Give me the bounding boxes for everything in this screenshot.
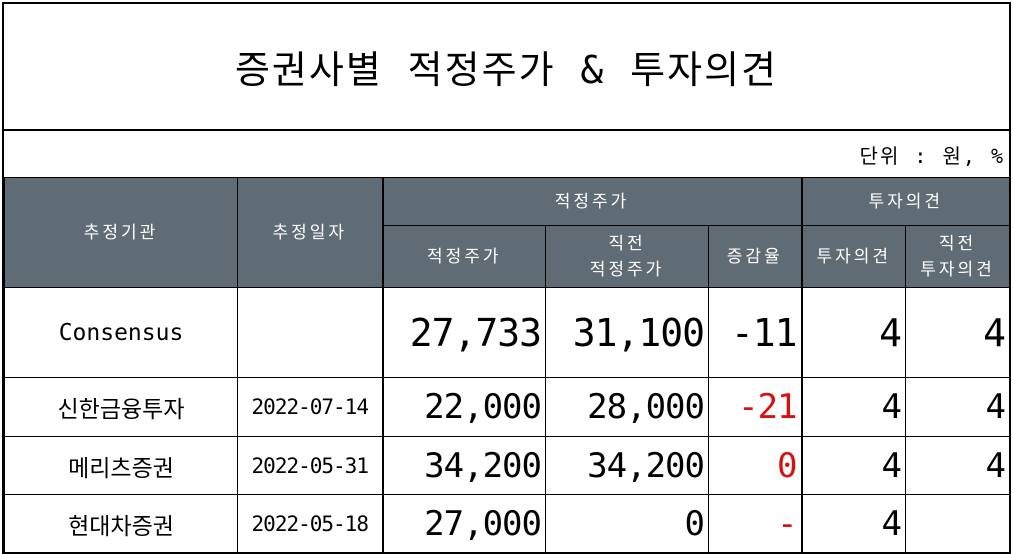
cell-change-rate: -11 [707,287,803,378]
cell-target-price: 22,000 [381,377,546,437]
cell-opinion: 4 [800,436,907,495]
cell-opinion: 4 [800,287,907,378]
cell-change-rate: - [707,494,803,553]
header-prev-opinion-line1: 직전 [938,233,977,254]
header-prev-target-line2: 적정주가 [589,259,665,280]
cell-prev-target-price: 0 [545,494,709,553]
header-target-price: 적정주가 [381,225,546,288]
header-change-rate: 증감율 [707,225,803,288]
cell-opinion: 4 [800,494,907,553]
cell-prev-opinion: 4 [905,377,1011,437]
table-row-consensus: Consensus 27,733 31,100 -11 4 4 [4,287,1011,378]
header-date: 추정일자 [237,177,383,288]
header-prev-target-line1: 직전 [608,233,646,254]
cell-opinion: 4 [800,377,907,437]
cell-change-rate: -21 [707,377,803,437]
table-row: 신한금융투자 2022-07-14 22,000 28,000 -21 4 4 [4,377,1011,437]
cell-change-rate: 0 [707,436,803,495]
cell-date: 2022-05-31 [237,436,383,495]
cell-target-price: 27,733 [381,287,546,378]
cell-target-price: 34,200 [381,436,546,495]
cell-target-price: 27,000 [381,494,546,553]
cell-prev-opinion [905,494,1011,553]
unit-label: 단위 : 원, % [859,144,1005,168]
cell-agency: 메리츠증권 [4,436,238,495]
header-opinion-group: 투자의견 [800,177,1011,226]
header-prev-target-price: 직전 적정주가 [545,225,709,288]
header-row-1: 추정기관 추정일자 적정주가 투자의견 [4,177,1011,288]
cell-prev-target-price: 31,100 [545,287,709,378]
header-target-price-group: 적정주가 [381,177,803,226]
cell-prev-target-price: 28,000 [545,377,709,437]
cell-prev-opinion: 4 [905,287,1011,378]
page-title: 증권사별 적정주가 & 투자의견 [234,48,779,92]
header-prev-opinion: 직전 투자의견 [905,225,1011,288]
title-box: 증권사별 적정주가 & 투자의견 [4,4,1009,131]
cell-date [237,287,383,378]
header-row-2: 적정주가 직전 적정주가 증감율 투자의견 직전 투자의견 [5,225,1011,288]
target-price-table: 추정기관 추정일자 적정주가 투자의견 적정주가 직전 적정주가 증감율 투자의… [4,177,1011,553]
cell-date: 2022-07-14 [237,377,383,437]
cell-prev-target-price: 34,200 [545,436,709,495]
cell-prev-opinion: 4 [905,436,1011,495]
cell-agency: Consensus [4,287,238,378]
header-opinion: 투자의견 [800,225,907,288]
header-agency: 추정기관 [4,177,238,288]
table-row: 현대차증권 2022-05-18 27,000 0 - 4 [4,494,1011,553]
cell-agency: 신한금융투자 [4,377,238,437]
cell-agency: 현대차증권 [4,494,238,553]
cell-date: 2022-05-18 [237,494,383,553]
header-prev-opinion-line2: 투자의견 [920,259,995,280]
table-row: 메리츠증권 2022-05-31 34,200 34,200 0 4 4 [4,436,1011,495]
